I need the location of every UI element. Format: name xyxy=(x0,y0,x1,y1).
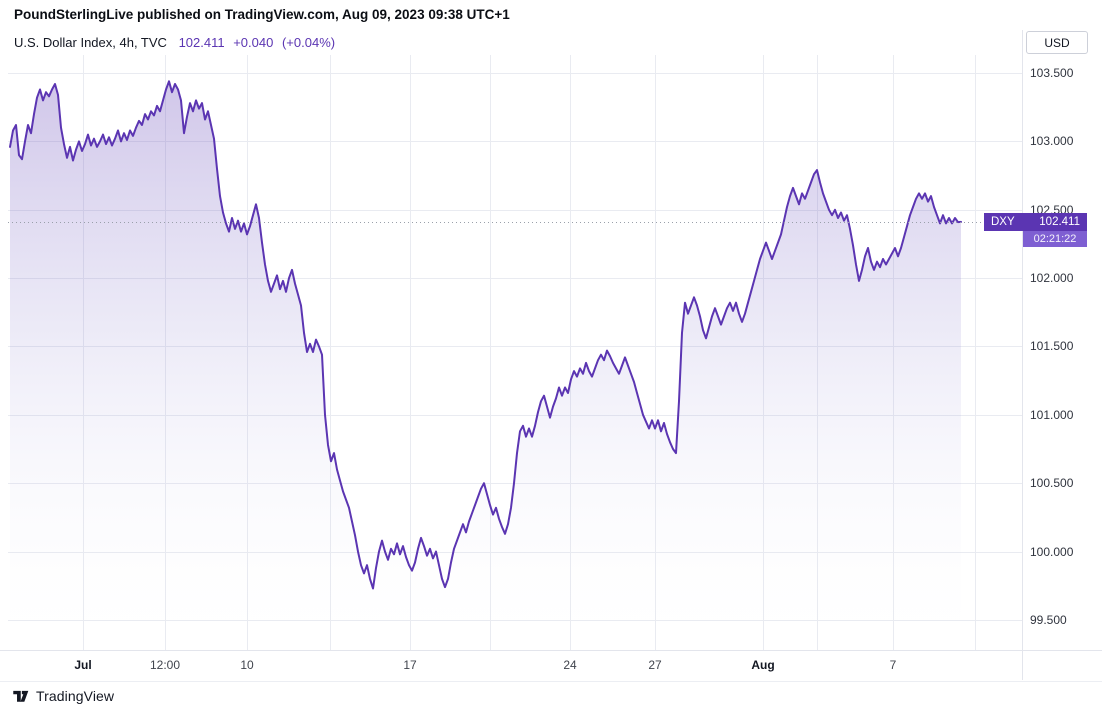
price-axis-label: 103.000 xyxy=(1030,134,1074,149)
price-axis-label: 100.000 xyxy=(1030,544,1074,559)
legend-change: +0.040 xyxy=(233,35,274,50)
time-axis-separator xyxy=(0,650,1102,651)
badge-countdown: 02:21:22 xyxy=(1023,230,1087,247)
time-axis-label: 10 xyxy=(240,658,254,672)
time-axis-label: 24 xyxy=(563,658,577,672)
badge-symbol: DXY xyxy=(991,215,1015,228)
time-axis-label: 27 xyxy=(648,658,662,672)
time-axis-label: Aug xyxy=(751,658,775,672)
badge-price-row: DXY 102.411 xyxy=(984,212,1087,231)
current-price-badge: DXY 102.411 02:21:22 xyxy=(984,212,1087,247)
time-axis-label: 12:00 xyxy=(149,658,181,672)
symbol-title[interactable]: U.S. Dollar Index, 4h, TVC xyxy=(14,35,167,50)
area-fill xyxy=(10,81,961,651)
price-axis-label: 101.500 xyxy=(1030,339,1074,354)
symbol-legend: U.S. Dollar Index, 4h, TVC 102.411 +0.04… xyxy=(14,35,340,50)
footer: TradingView xyxy=(12,687,114,704)
time-axis-label: 17 xyxy=(403,658,417,672)
price-axis-label: 103.500 xyxy=(1030,66,1074,81)
legend-change-percent: (+0.04%) xyxy=(281,35,336,50)
time-axis-label: Jul xyxy=(74,658,92,672)
tradingview-wordmark[interactable]: TradingView xyxy=(36,687,115,704)
price-axis-label: 102.000 xyxy=(1030,271,1074,286)
price-axis-label: 101.000 xyxy=(1030,407,1074,422)
header: PoundSterlingLive published on TradingVi… xyxy=(14,7,510,22)
badge-price: 102.411 xyxy=(1039,215,1080,228)
currency-button[interactable]: USD xyxy=(1026,31,1088,54)
price-axis-label: 99.500 xyxy=(1030,612,1067,627)
attribution-text: PoundSterlingLive published on TradingVi… xyxy=(14,7,510,22)
price-axis-separator xyxy=(1022,30,1023,680)
time-axis-label: 7 xyxy=(889,658,897,672)
price-axis-label: 100.500 xyxy=(1030,476,1074,491)
tradingview-logo[interactable] xyxy=(12,687,29,704)
footer-separator xyxy=(0,681,1102,682)
price-line xyxy=(9,80,962,590)
legend-last-price: 102.411 xyxy=(178,35,225,50)
